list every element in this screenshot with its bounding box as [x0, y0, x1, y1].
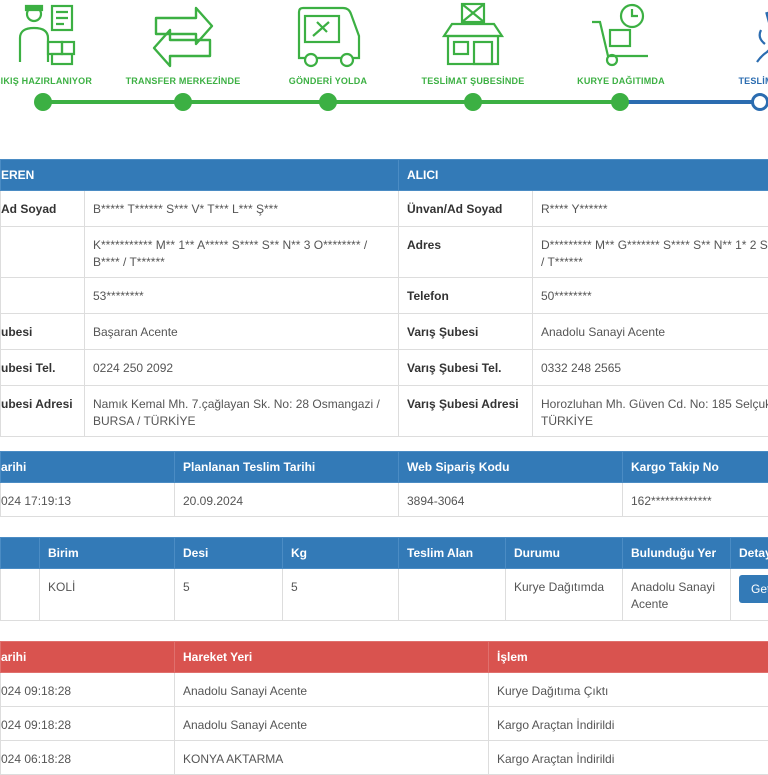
movement-date-cell: 024 06:18:28 [1, 741, 175, 775]
branch-store-icon [438, 0, 508, 72]
sender-header: EREN [1, 160, 399, 191]
progress-line-remaining [621, 100, 768, 104]
movement-place-cell: Anadolu Sanayi Acente [175, 707, 489, 741]
sender-address-value: K*********** M** 1** A***** S**** S** N*… [85, 227, 399, 278]
origin-branch-value: Başaran Acente [85, 314, 399, 350]
step-dot [464, 93, 482, 111]
current-step-dot [751, 93, 768, 111]
step-dot [174, 93, 192, 111]
column-header: Bulunduğu Yer [623, 538, 731, 569]
kg-cell: 5 [283, 569, 399, 621]
step-on-the-way: GÖNDERİ YOLDA [258, 0, 398, 72]
step-courier: KURYE DAĞITIMDA [551, 0, 691, 72]
sender-name-value: B***** T****** S*** V* T*** L*** Ş*** [85, 191, 399, 227]
receiver-address-label: Adres [399, 227, 533, 278]
movement-date-cell: 024 09:18:28 [1, 707, 175, 741]
destination-branch-value: Anadolu Sanayi Acente [533, 314, 768, 350]
column-header: İşlem [489, 642, 768, 673]
detail-button[interactable]: Get [739, 575, 768, 603]
destination-branch-phone-value: 0332 248 2565 [533, 350, 768, 386]
origin-branch-label: ubesi [1, 314, 85, 350]
receiver-name-value: R**** Y****** [533, 191, 768, 227]
location-cell: Anadolu Sanayi Acente [623, 569, 731, 621]
parties-table: EREN ALICI Ad Soyad B***** T****** S*** … [0, 159, 768, 437]
package-cell [1, 569, 40, 621]
status-cell: Kurye Dağıtımda [506, 569, 623, 621]
destination-branch-address-label: Varış Şubesi Adresi [399, 386, 533, 437]
destination-branch-label: Varış Şubesi [399, 314, 533, 350]
table-row: 024 09:18:28 Anadolu Sanayi Acente Kargo… [1, 707, 768, 741]
step-label: TESLİMAT ŞUBESİNDE [403, 76, 543, 86]
hand-truck-clock-icon [586, 0, 656, 72]
column-header: arihi [1, 452, 175, 483]
origin-branch-phone-value: 0224 250 2092 [85, 350, 399, 386]
desi-cell: 5 [175, 569, 283, 621]
column-header: Desi [175, 538, 283, 569]
table-row: 024 06:18:28 KONYA AKTARMA Kargo Araçtan… [1, 741, 768, 775]
destination-branch-phone-label: Varış Şubesi Tel. [399, 350, 533, 386]
step-label: TESLİM E [690, 76, 768, 86]
transfer-arrows-icon [148, 0, 218, 72]
step-label: TRANSFER MERKEZİNDE [113, 76, 253, 86]
movement-action-cell: Kargo Araçtan İndirildi [489, 707, 768, 741]
step-label: GÖNDERİ YOLDA [258, 76, 398, 86]
web-order-code-cell: 3894-3064 [399, 483, 623, 517]
column-header: Detay [731, 538, 768, 569]
table-row: 024 09:18:28 Anadolu Sanayi Acente Kurye… [1, 673, 768, 707]
column-header: Durumu [506, 538, 623, 569]
order-table: arihi Planlanan Teslim Tarihi Web Sipari… [0, 451, 768, 517]
package-table: Birim Desi Kg Teslim Alan Durumu Bulundu… [0, 537, 768, 621]
tracking-number-cell: 162************* [623, 483, 768, 517]
step-at-branch: TESLİMAT ŞUBESİNDE [403, 0, 543, 72]
step-dot [319, 93, 337, 111]
worker-boxes-icon [8, 0, 78, 72]
shipment-date-cell: 024 17:19:13 [1, 483, 175, 517]
column-header: Planlanan Teslim Tarihi [175, 452, 399, 483]
destination-branch-address-value: Horozluhan Mh. Güven Cd. No: 185 Selçuk … [533, 386, 768, 437]
sender-phone-value: 53******** [85, 278, 399, 314]
step-dot [34, 93, 52, 111]
detail-cell: Get [731, 569, 768, 621]
receiver-header: ALICI [399, 160, 768, 191]
movement-place-cell: KONYA AKTARMA [175, 741, 489, 775]
step-delivered: TESLİM E [690, 0, 768, 72]
column-header: arihi [1, 642, 175, 673]
origin-branch-phone-label: ubesi Tel. [1, 350, 85, 386]
handover-box-icon [725, 0, 768, 72]
column-header: Teslim Alan [399, 538, 506, 569]
step-dot [611, 93, 629, 111]
movement-place-cell: Anadolu Sanayi Acente [175, 673, 489, 707]
unit-cell: KOLİ [40, 569, 175, 621]
movements-table: arihi Hareket Yeri İşlem 024 09:18:28 An… [0, 641, 768, 775]
movement-action-cell: Kargo Araçtan İndirildi [489, 741, 768, 775]
origin-branch-address-label: ubesi Adresi [1, 386, 85, 437]
column-header: Kargo Takip No [623, 452, 768, 483]
delivery-truck-icon [293, 0, 363, 72]
receiver-address-value: D********* M** G******* S**** S** N** 1*… [533, 227, 768, 278]
receiver-phone-value: 50******** [533, 278, 768, 314]
movement-action-cell: Kurye Dağıtıma Çıktı [489, 673, 768, 707]
origin-branch-address-value: Namık Kemal Mh. 7.çağlayan Sk. No: 28 Os… [85, 386, 399, 437]
column-header [1, 538, 40, 569]
column-header: Kg [283, 538, 399, 569]
column-header: Hareket Yeri [175, 642, 489, 673]
step-preparing: ÇIKIŞ HAZIRLANIYOR [0, 0, 113, 72]
sender-address-label [1, 227, 85, 278]
movement-date-cell: 024 09:18:28 [1, 673, 175, 707]
planned-delivery-cell: 20.09.2024 [175, 483, 399, 517]
receiver-name-label: Ünvan/Ad Soyad [399, 191, 533, 227]
step-transfer: TRANSFER MERKEZİNDE [113, 0, 253, 72]
shipment-progress-tracker: ÇIKIŞ HAZIRLANIYOR TRANSFER MERKEZİNDE G… [0, 0, 768, 130]
sender-phone-label [1, 278, 85, 314]
receiver-phone-label: Telefon [399, 278, 533, 314]
received-by-cell [399, 569, 506, 621]
step-label: ÇIKIŞ HAZIRLANIYOR [0, 76, 113, 86]
sender-name-label: Ad Soyad [1, 191, 85, 227]
column-header: Birim [40, 538, 175, 569]
step-label: KURYE DAĞITIMDA [551, 76, 691, 86]
column-header: Web Sipariş Kodu [399, 452, 623, 483]
